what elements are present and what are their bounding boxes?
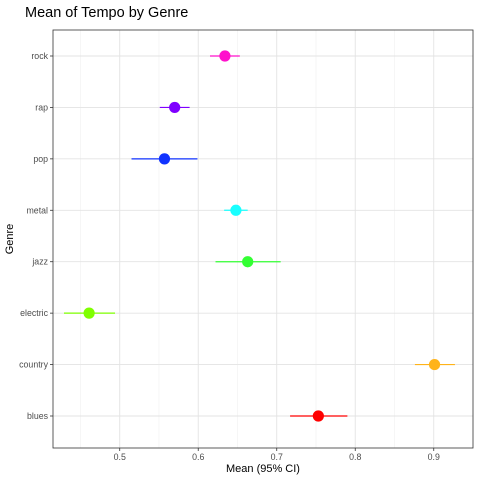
y-tick-label-rap: rap [35,102,48,112]
y-tick-label-electric: electric [20,308,48,318]
mean-point-rap [169,101,181,114]
y-axis-title: Genre [4,224,16,255]
x-axis-title: Mean (95% CI) [226,463,300,475]
mean-point-electric [83,307,95,319]
y-tick-label-country: country [19,360,48,370]
x-tick-label: 0.9 [428,452,440,462]
mean-point-country [428,358,441,371]
ticks-layer: 0.5 0.6 0.7 0.8 0.9 blues country electric jazz m… [19,51,440,462]
x-tick-label: 0.7 [271,452,283,462]
y-tick-label-rock: rock [31,51,48,61]
mean-point-metal [230,204,242,216]
mean-point-pop [158,153,171,165]
y-tick-label-jazz: jazz [31,257,48,267]
x-tick-label: 0.6 [192,452,204,462]
mean-point-rock [219,50,231,62]
y-tick-label-blues: blues [27,411,49,421]
chart-title: Mean of Tempo by Genre [25,5,188,21]
y-tick-label-metal: metal [26,205,48,215]
y-tick-label-pop: pop [33,154,48,164]
x-tick-label: 0.8 [349,452,361,462]
x-tick-label: 0.5 [114,452,126,462]
marks-layer [63,50,455,422]
plot-panel-border [52,29,474,449]
mean-point-blues [312,410,324,422]
mean-point-jazz [242,256,254,268]
